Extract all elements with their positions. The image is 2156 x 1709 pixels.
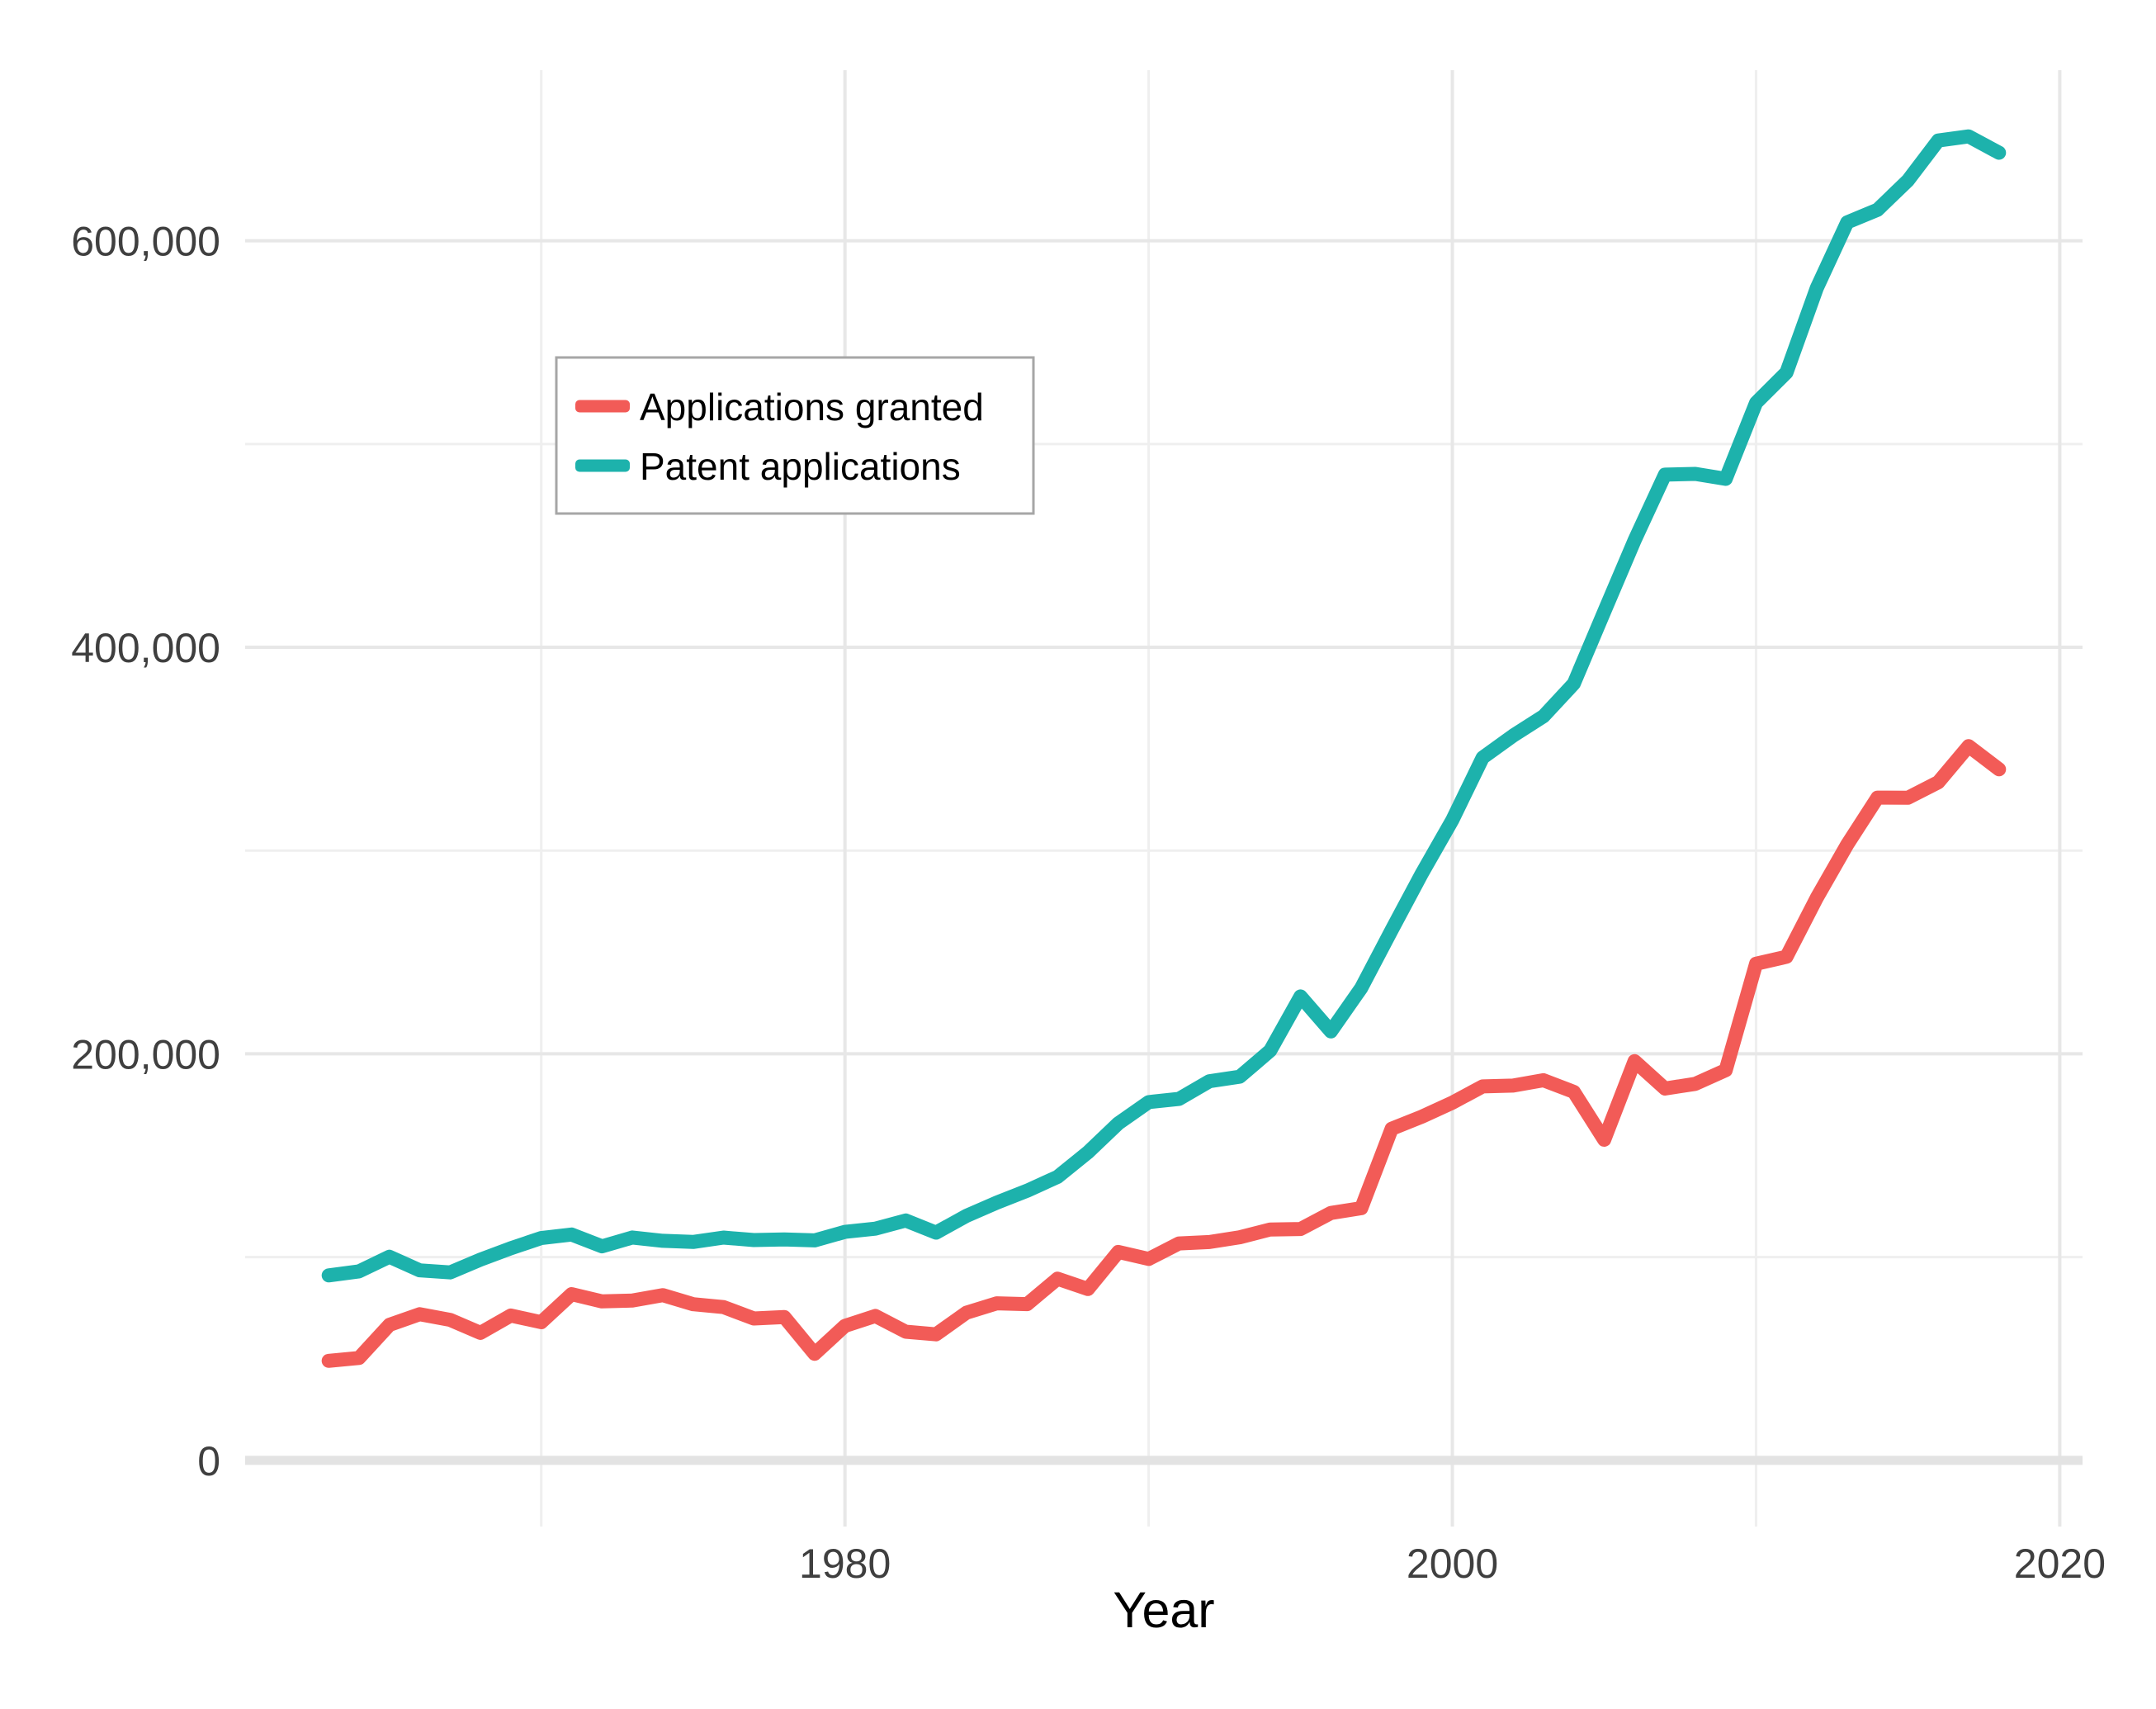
- x-tick-label: 2000: [1407, 1541, 1498, 1587]
- series-line-patent-applications: [321, 129, 2007, 1283]
- x-axis-title: Year: [1113, 1582, 1214, 1638]
- minor-gridlines: [245, 70, 2083, 1527]
- y-tick-label: 400,000: [71, 625, 220, 671]
- axis-labels-layer: Year 0 200,000 400,000 600,000 1980 2000 2020: [71, 219, 2106, 1638]
- zero-baseline-layer: [245, 1456, 2083, 1465]
- legend-item: Applications granted: [575, 386, 984, 428]
- legend-label: Applications granted: [640, 386, 984, 428]
- legend-box: [555, 356, 1035, 515]
- y-tick-label: 0: [197, 1438, 220, 1484]
- legend-label: Patent applications: [640, 445, 961, 488]
- legend: Applications granted Patent applications: [555, 356, 1035, 515]
- major-gridlines: [245, 70, 2083, 1527]
- data-series-layer: [321, 129, 2007, 1368]
- legend-item: Patent applications: [575, 445, 961, 488]
- x-tick-label: 1980: [799, 1541, 891, 1587]
- x-tick-label: 2020: [2014, 1541, 2106, 1587]
- y-tick-label: 200,000: [71, 1031, 220, 1077]
- series-line-applications-granted: [321, 739, 2007, 1368]
- y-tick-label: 600,000: [71, 219, 220, 265]
- legend-swatch-applications-granted: [575, 400, 630, 413]
- legend-swatch-patent-applications: [575, 459, 630, 472]
- zero-baseline: [245, 1456, 2083, 1465]
